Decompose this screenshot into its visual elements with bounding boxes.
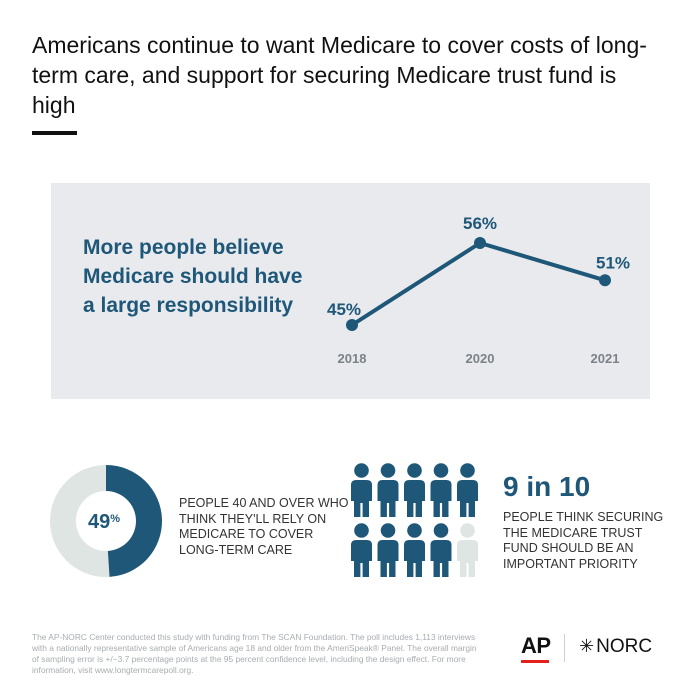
donut-stat-text: PEOPLE 40 AND OVER WHO THINK THEY'LL REL… xyxy=(179,496,349,557)
person-icon xyxy=(377,523,399,577)
x-tick-label: 2020 xyxy=(466,351,495,366)
trend-panel: More people believe Medicare should have… xyxy=(51,183,650,399)
data-label: 56% xyxy=(463,214,497,233)
people-icon-grid xyxy=(351,463,478,577)
person-icon xyxy=(430,523,452,577)
data-label: 45% xyxy=(327,300,361,319)
person-icon xyxy=(377,463,399,517)
title-underline xyxy=(32,131,77,135)
person-icon xyxy=(351,523,372,577)
line-chart: 45% 2018 56% 2020 51% 2021 xyxy=(327,214,630,366)
data-point xyxy=(599,274,611,287)
person-icon xyxy=(457,523,478,577)
page-title: Americans continue to want Medicare to c… xyxy=(32,32,647,118)
logo-divider xyxy=(564,634,565,662)
series-line xyxy=(350,241,606,327)
person-icon xyxy=(351,463,372,517)
norc-logo-text: NORC xyxy=(596,636,653,657)
data-point xyxy=(474,237,486,249)
people-stat-text: PEOPLE THINK SECURING THE MEDICARE TRUST… xyxy=(503,510,664,571)
donut-value-arc xyxy=(106,465,162,577)
person-icon xyxy=(457,463,478,517)
x-tick-label: 2018 xyxy=(338,351,367,366)
person-icon xyxy=(404,523,425,577)
person-icon xyxy=(404,463,425,517)
norc-star-icon: ✳ xyxy=(579,636,595,656)
donut-chart: 49% xyxy=(50,465,162,577)
ap-logo: AP xyxy=(521,633,551,658)
donut-value-label: 49% xyxy=(88,511,120,533)
trend-panel-text: More people believe Medicare should have… xyxy=(83,236,303,317)
footnote: The AP-NORC Center conducted this study … xyxy=(32,632,477,675)
data-label: 51% xyxy=(596,253,630,272)
people-stat-headline: 9 in 10 xyxy=(503,471,591,502)
person-icon xyxy=(430,463,452,517)
norc-logo: ✳ NORC xyxy=(579,636,652,658)
data-point xyxy=(346,319,358,331)
x-tick-label: 2021 xyxy=(591,351,620,366)
ap-logo-underline xyxy=(521,660,549,663)
